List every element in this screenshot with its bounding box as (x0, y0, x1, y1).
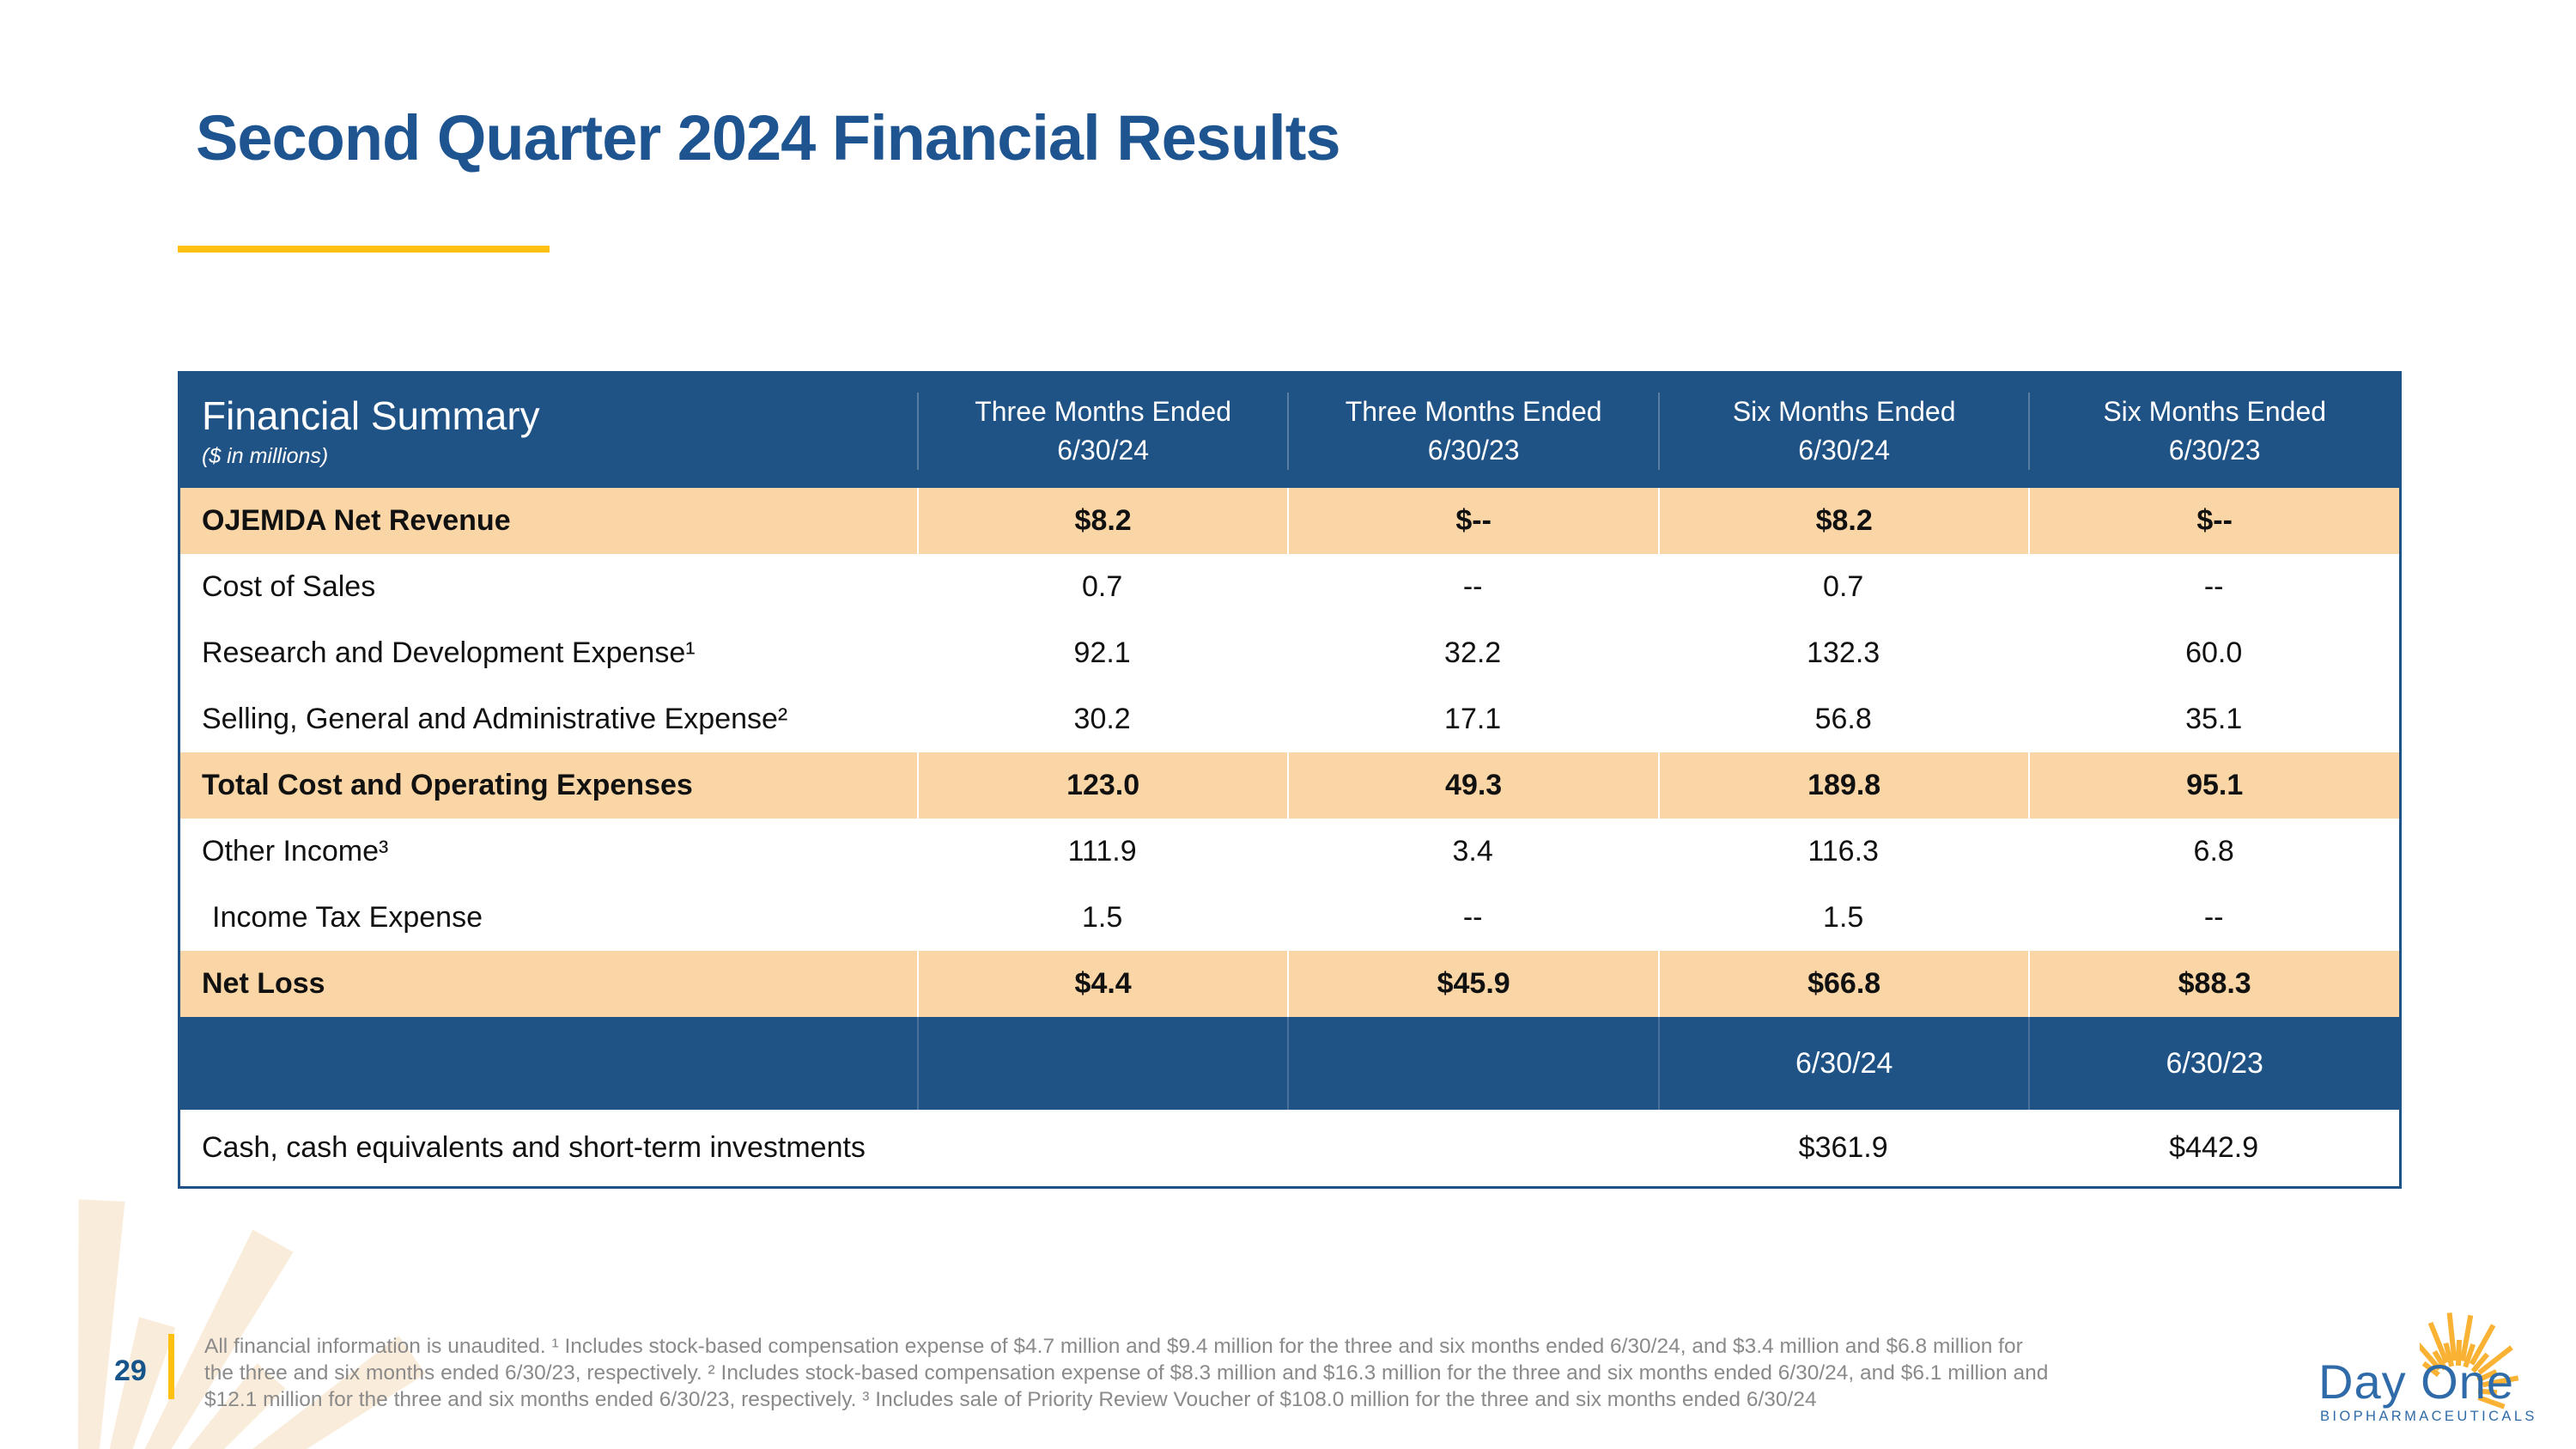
column-header-date: 6/30/23 (1427, 434, 1520, 466)
column-header-date: 6/30/24 (1798, 434, 1891, 466)
page-number: 29 (114, 1355, 147, 1387)
page-title: Second Quarter 2024 Financial Results (196, 102, 1341, 174)
table-row-cost-of-sales: Cost of Sales 0.7 -- 0.7 -- (180, 554, 2399, 620)
column-header-period: Three Months Ended (1345, 395, 1602, 427)
row-value: 56.8 (1814, 703, 1872, 735)
row-value: 0.7 (1823, 570, 1864, 603)
footnotes: All financial information is unaudited. … (204, 1333, 2048, 1413)
row-label: Selling, General and Administrative Expe… (202, 703, 788, 735)
row-value: $8.2 (916, 488, 1288, 554)
footnote-line: $12.1 million for the three and six mont… (204, 1388, 1817, 1411)
row-value: 49.3 (1287, 752, 1658, 819)
row-value: 0.7 (1082, 570, 1123, 603)
row-label: Other Income³ (202, 835, 389, 868)
title-underline (178, 246, 550, 253)
corner-sunburst-decoration (77, 1199, 426, 1449)
column-header-date: 6/30/24 (1057, 434, 1150, 466)
row-label-empty (180, 1017, 917, 1110)
row-value: $4.4 (916, 951, 1288, 1017)
row-value-empty (916, 1017, 1288, 1110)
column-header: Six Months Ended 6/30/23 (2028, 392, 2399, 470)
row-label: Net Loss (202, 967, 325, 1000)
row-value: $-- (1287, 488, 1658, 554)
row-label: Total Cost and Operating Expenses (202, 769, 693, 801)
row-value: 17.1 (1444, 703, 1502, 735)
row-value: -- (1462, 901, 1483, 934)
table-title: Financial Summary (202, 393, 540, 438)
row-label: Income Tax Expense (212, 901, 483, 934)
row-value: 32.2 (1444, 636, 1502, 669)
column-header-date: 6/30/23 (2168, 434, 2261, 466)
company-logo: Day One BIOPHARMACEUTICALS (2318, 1312, 2542, 1433)
table-row-cash: Cash, cash equivalents and short-term in… (180, 1110, 2399, 1186)
row-label: Research and Development Expense¹ (202, 636, 696, 669)
footnote-line: All financial information is unaudited. … (204, 1335, 2023, 1358)
row-value: 116.3 (1807, 835, 1879, 868)
row-value: -- (1462, 570, 1483, 603)
row-value: 35.1 (2185, 703, 2243, 735)
row-value: $442.9 (2169, 1131, 2259, 1164)
table-row-income-tax-expense: Income Tax Expense 1.5 -- 1.5 -- (180, 885, 2399, 951)
column-header-period: Six Months Ended (2103, 395, 2327, 427)
row-value: 111.9 (1067, 835, 1137, 868)
table-row-sga: Selling, General and Administrative Expe… (180, 686, 2399, 752)
table-row-ojemda-net-revenue: OJEMDA Net Revenue $8.2 $-- $8.2 $-- (180, 488, 2399, 554)
row-label: Cost of Sales (202, 570, 376, 603)
table-header-label-cell: Financial Summary ($ in millions) (180, 374, 917, 488)
row-value: $-- (2028, 488, 2399, 554)
logo-sub-text: BIOPHARMACEUTICALS (2320, 1409, 2537, 1424)
row-value: $88.3 (2028, 951, 2399, 1017)
column-header: Three Months Ended 6/30/24 (916, 392, 1288, 470)
column-header: Six Months Ended 6/30/24 (1657, 392, 2029, 470)
row-value: $361.9 (1798, 1131, 1888, 1164)
row-value: -- (2203, 570, 2224, 603)
row-value: 95.1 (2028, 752, 2399, 819)
row-value: -- (2203, 901, 2224, 934)
row-value-empty (1287, 1110, 1658, 1186)
footer-gold-bar (168, 1334, 174, 1399)
row-value: $8.2 (1657, 488, 2029, 554)
row-value: $66.8 (1657, 951, 2029, 1017)
row-value: $45.9 (1287, 951, 1658, 1017)
row-value: 1.5 (1082, 901, 1123, 934)
table-row-total-cost-operating-expenses: Total Cost and Operating Expenses 123.0 … (180, 752, 2399, 819)
financial-summary-table: Financial Summary ($ in millions) Three … (178, 371, 2402, 1189)
row-value: 1.5 (1823, 901, 1864, 934)
row-value-empty (1287, 1017, 1658, 1110)
table-subtitle: ($ in millions) (202, 444, 329, 468)
column-header-period: Six Months Ended (1732, 395, 1956, 427)
row-value: 189.8 (1657, 752, 2029, 819)
row-value: 30.2 (1073, 703, 1131, 735)
row-value: 60.0 (2185, 636, 2243, 669)
row-value: 3.4 (1452, 835, 1493, 868)
row-value: 6.8 (2193, 835, 2234, 868)
table-row-net-loss: Net Loss $4.4 $45.9 $66.8 $88.3 (180, 951, 2399, 1017)
balance-date: 6/30/24 (1657, 1017, 2029, 1110)
row-value: 123.0 (916, 752, 1288, 819)
footnote-line: the three and six months ended 6/30/23, … (204, 1361, 2049, 1385)
row-label: Cash, cash equivalents and short-term in… (202, 1131, 866, 1164)
row-value-empty (917, 1110, 1288, 1186)
table-header-row: Financial Summary ($ in millions) Three … (180, 374, 2399, 488)
column-header-period: Three Months Ended (975, 395, 1232, 427)
table-row-research-development: Research and Development Expense¹ 92.1 3… (180, 620, 2399, 686)
row-value: 92.1 (1073, 636, 1131, 669)
balance-date: 6/30/23 (2028, 1017, 2399, 1110)
table-row-balance-dates: 6/30/24 6/30/23 (180, 1017, 2399, 1110)
logo-brand-text: Day One (2318, 1355, 2514, 1409)
row-value: 132.3 (1807, 636, 1880, 669)
column-header: Three Months Ended 6/30/23 (1287, 392, 1658, 470)
logo-sunburst-icon (2420, 1312, 2519, 1409)
row-label: OJEMDA Net Revenue (202, 504, 511, 537)
table-row-other-income: Other Income³ 111.9 3.4 116.3 6.8 (180, 819, 2399, 885)
